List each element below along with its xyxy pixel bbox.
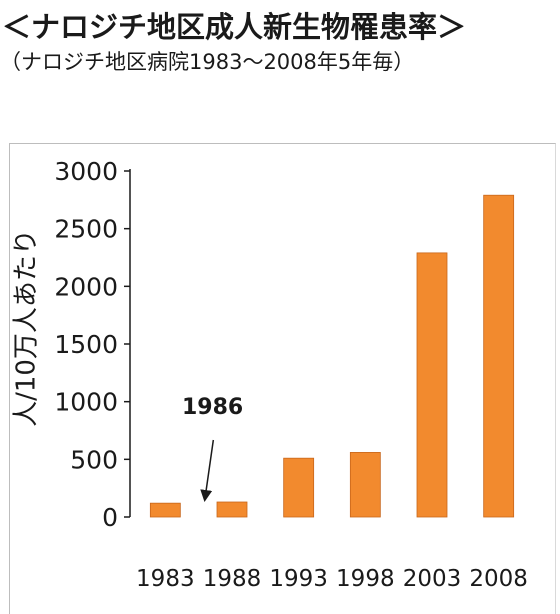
y-tick-label: 0 <box>102 503 118 532</box>
x-tick-label: 1983 <box>136 566 195 592</box>
y-tick-label: 1000 <box>54 388 118 417</box>
x-tick-label: 1988 <box>203 566 262 592</box>
bar-1983 <box>149 502 181 518</box>
bar-2003 <box>416 252 448 518</box>
y-axis-label: 人/10万人あたり <box>11 229 42 427</box>
x-tick-label: 2003 <box>403 566 462 592</box>
annotation-label: 1986 <box>182 395 244 420</box>
bar-2008 <box>483 194 515 518</box>
annotation-arrow <box>200 439 215 502</box>
y-tick-label: 2000 <box>54 272 118 301</box>
bar-1988 <box>216 501 248 518</box>
chart-title: ＜ナロジチ地区成人新生物罹患率＞ <box>2 10 467 44</box>
y-tick-label: 2500 <box>54 215 118 244</box>
bar-1998 <box>349 452 381 518</box>
y-tick-label: 500 <box>70 445 118 474</box>
bar-1993 <box>283 457 315 518</box>
x-tick-label: 1998 <box>336 566 395 592</box>
chart-subtitle: （ナロジチ地区病院1983～2008年5年毎） <box>0 50 415 74</box>
y-tick-label: 3000 <box>54 157 118 186</box>
x-tick-label: 2008 <box>469 566 528 592</box>
chart-frame <box>9 143 556 614</box>
x-tick-label: 1993 <box>269 566 328 592</box>
y-tick-label: 1500 <box>54 330 118 359</box>
